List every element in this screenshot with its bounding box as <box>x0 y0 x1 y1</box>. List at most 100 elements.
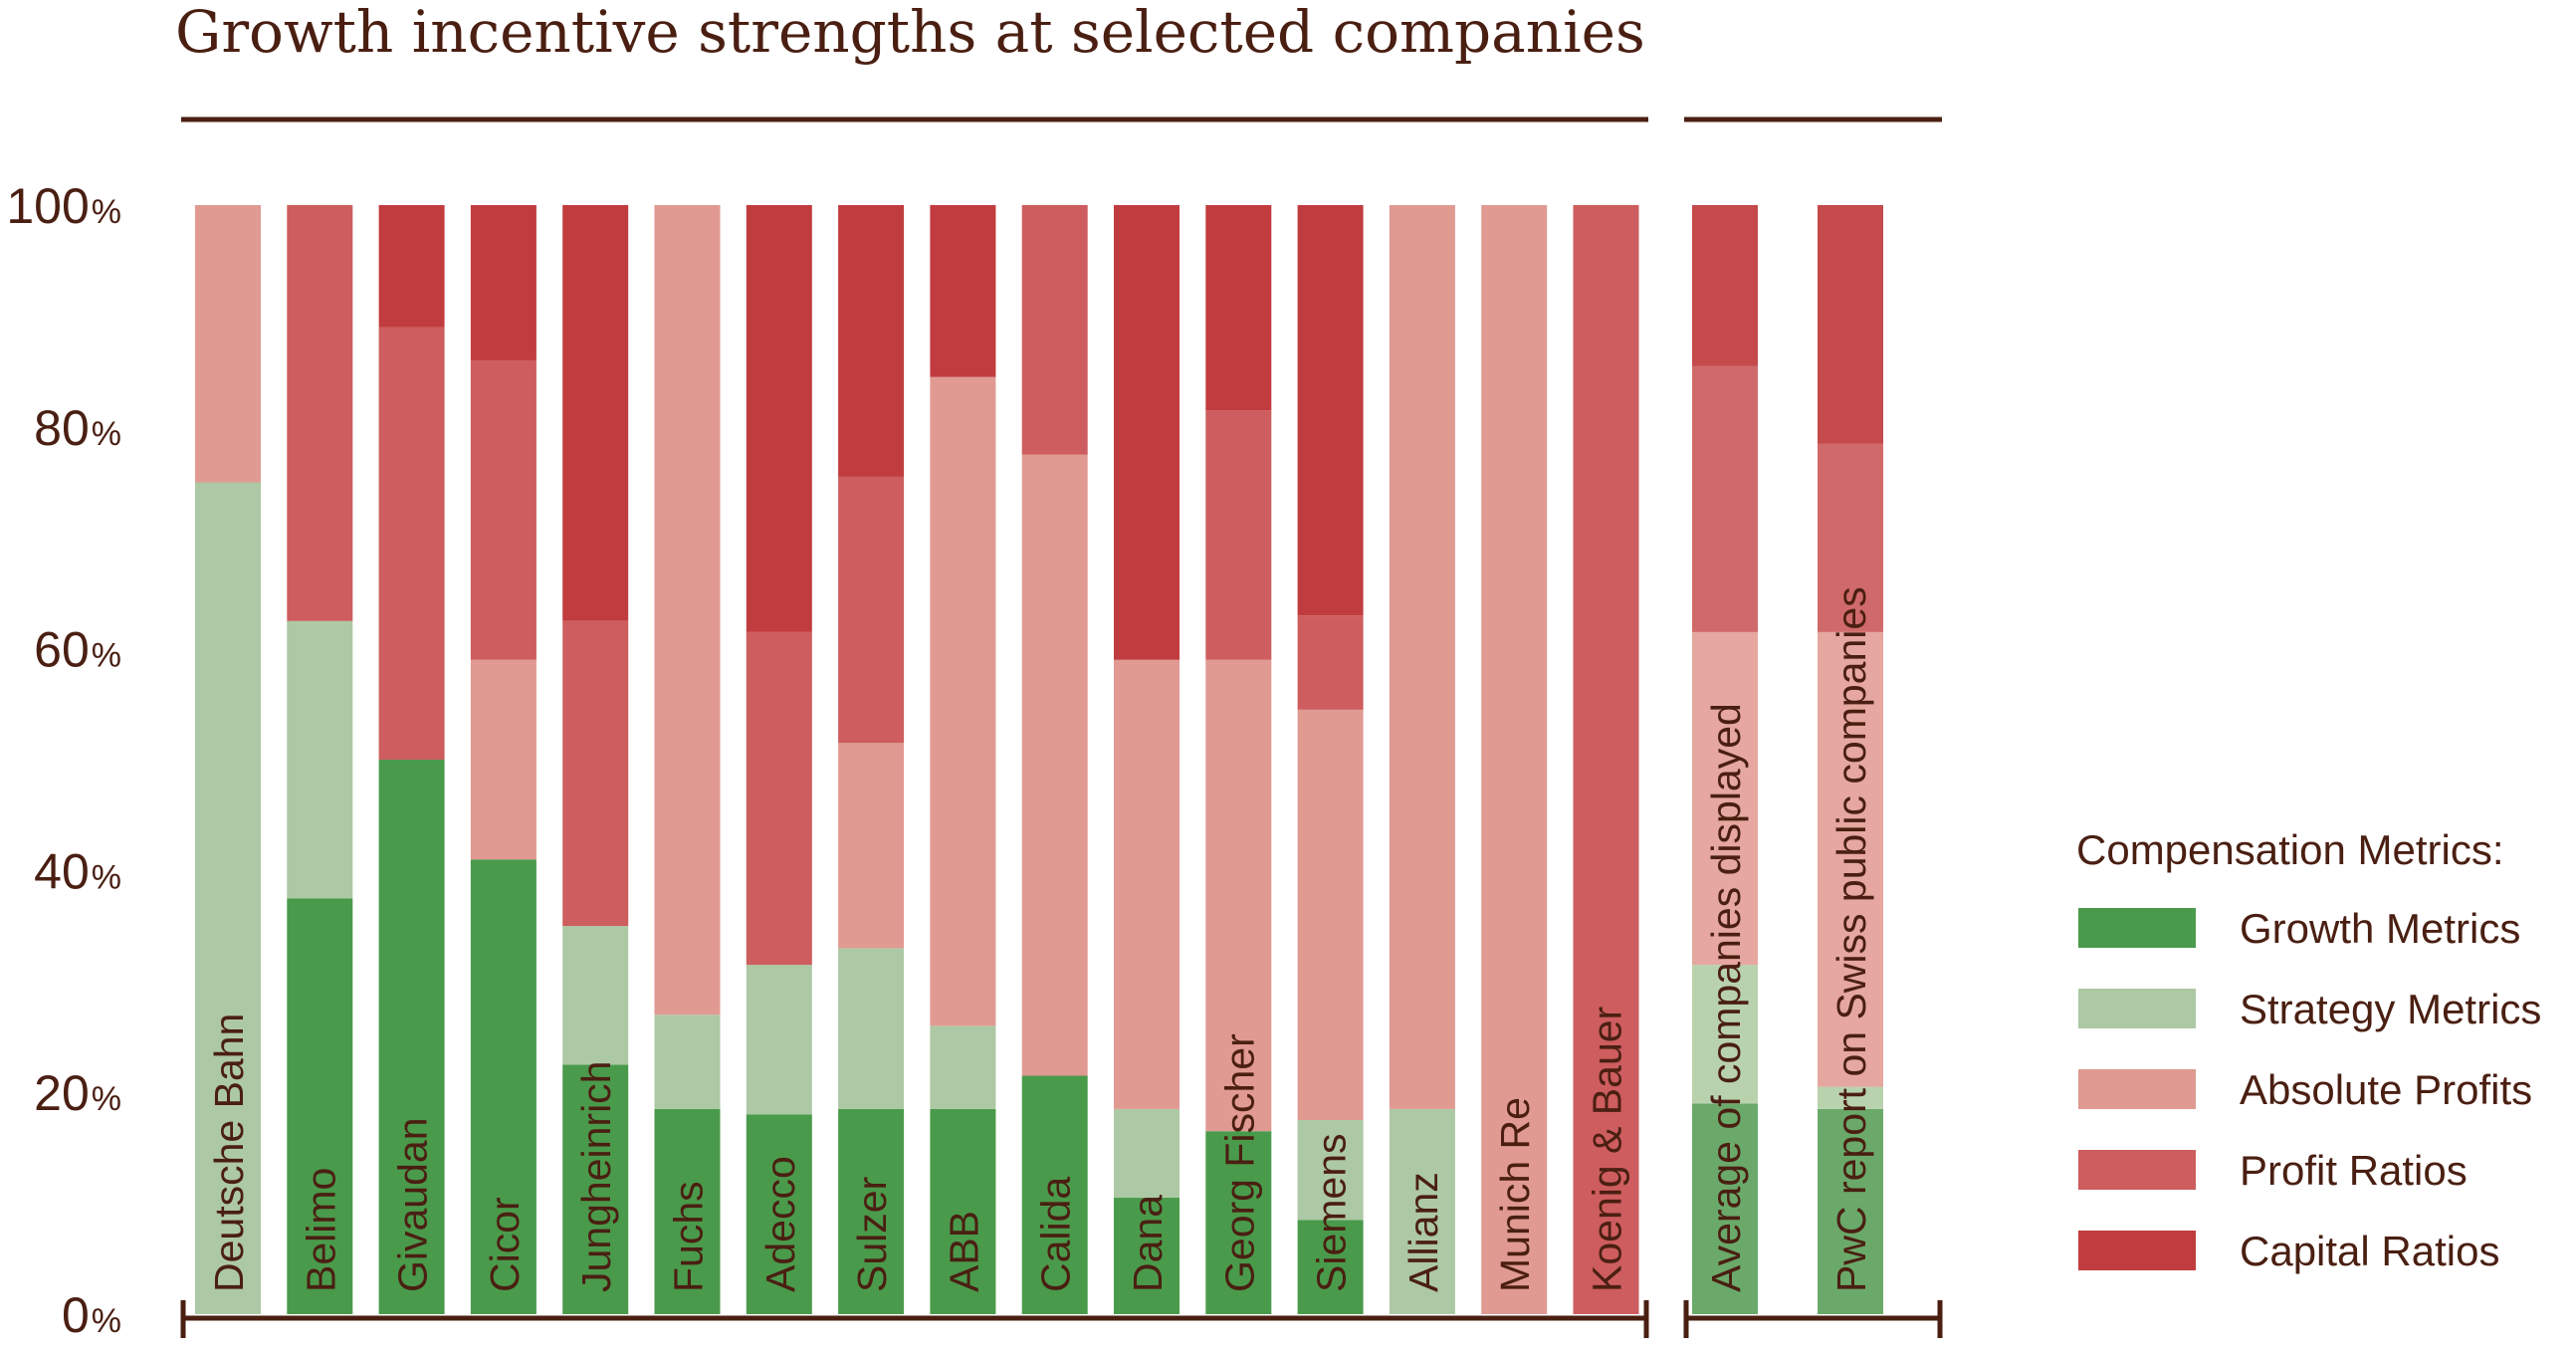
bar-segment-dana-growth-metrics <box>1114 1198 1180 1314</box>
bar-segment-georg-fischer-absolute-profits <box>1205 659 1272 1132</box>
bar-segment-average-of-companies-displayed-profit-ratios <box>1692 365 1758 632</box>
bar-sulzer <box>838 205 905 1314</box>
bar-cicor <box>470 205 537 1314</box>
bar-segment-sulzer-strategy-metrics <box>838 948 905 1109</box>
bar-segment-siemens-strategy-metrics <box>1297 1120 1364 1221</box>
bar-munich-re <box>1481 205 1548 1314</box>
bar-segment-jungheinrich-strategy-metrics <box>562 926 629 1065</box>
bar-adecco <box>746 205 812 1314</box>
bar-allianz <box>1389 205 1455 1314</box>
bar-segment-average-of-companies-displayed-growth-metrics <box>1692 1103 1758 1314</box>
legend-item-growth-metrics: Growth Metrics <box>2078 905 2520 952</box>
bar-calida <box>1021 205 1088 1314</box>
bar-segment-sulzer-absolute-profits <box>838 743 905 949</box>
bar-label-jungheinrich: Jungheinrich <box>573 1061 619 1293</box>
legend-swatch-absolute-profits <box>2078 1069 2196 1109</box>
bar-label-fuchs: Fuchs <box>666 1181 712 1292</box>
bar-segment-dana-strategy-metrics <box>1114 1108 1180 1199</box>
bar-segment-abb-strategy-metrics <box>930 1025 996 1109</box>
legend-label-absolute-profits: Absolute Profits <box>2240 1066 2532 1113</box>
bar-segment-average-of-companies-displayed-absolute-profits <box>1692 631 1758 966</box>
bar-segment-siemens-capital-ratios <box>1297 205 1364 616</box>
bar-segment-pwc-report-on-swiss-public-companies-capital-ratios <box>1818 205 1883 444</box>
bar-segment-deutsche-bahn-strategy-metrics <box>195 482 261 1314</box>
bar-segment-georg-fischer-growth-metrics <box>1205 1131 1272 1314</box>
legend-swatch-growth-metrics <box>2078 908 2196 948</box>
bar-koenig-and-bauer <box>1573 205 1639 1314</box>
bar-segment-pwc-report-on-swiss-public-companies-growth-metrics <box>1818 1108 1883 1314</box>
bar-segment-siemens-profit-ratios <box>1297 615 1364 710</box>
bar-abb <box>930 205 996 1314</box>
legend-item-absolute-profits: Absolute Profits <box>2078 1066 2532 1113</box>
bar-segment-belimo-growth-metrics <box>287 898 353 1314</box>
bar-segment-abb-growth-metrics <box>930 1108 996 1314</box>
bar-segment-siemens-absolute-profits <box>1297 709 1364 1121</box>
bar-segment-georg-fischer-capital-ratios <box>1205 205 1272 411</box>
bar-label-cicor: Cicor <box>482 1197 528 1292</box>
legend-label-growth-metrics: Growth Metrics <box>2240 905 2520 952</box>
bar-segment-cicor-absolute-profits <box>470 659 537 860</box>
bar-segment-givaudan-capital-ratios <box>378 205 445 328</box>
bar-label-adecco: Adecco <box>757 1156 803 1292</box>
bar-georg-fischer <box>1205 205 1272 1314</box>
bar-segment-cicor-growth-metrics <box>470 859 537 1314</box>
bar-segment-munich-re-absolute-profits <box>1481 205 1548 1314</box>
bar-label-deutsche-bahn: Deutsche Bahn <box>206 1014 252 1292</box>
bar-segment-cicor-capital-ratios <box>470 205 537 360</box>
bar-label-belimo: Belimo <box>298 1168 343 1292</box>
bar-segment-dana-capital-ratios <box>1114 205 1180 660</box>
bar-segment-fuchs-strategy-metrics <box>654 1015 721 1109</box>
bar-segment-fuchs-absolute-profits <box>654 205 721 1015</box>
legend-item-profit-ratios: Profit Ratios <box>2078 1147 2468 1194</box>
bar-segment-adecco-profit-ratios <box>746 631 812 966</box>
bar-segment-sulzer-capital-ratios <box>838 205 905 477</box>
bar-segment-belimo-profit-ratios <box>287 205 353 621</box>
bar-segment-jungheinrich-growth-metrics <box>562 1064 629 1314</box>
bar-segment-givaudan-growth-metrics <box>378 760 445 1314</box>
bar-segment-koenig-and-bauer-profit-ratios <box>1573 205 1639 1314</box>
legend-swatch-capital-ratios <box>2078 1231 2196 1270</box>
bar-segment-sulzer-growth-metrics <box>838 1108 905 1314</box>
bar-label-allianz: Allianz <box>1400 1172 1446 1292</box>
bar-deutsche-bahn <box>195 205 261 1314</box>
bar-segment-givaudan-profit-ratios <box>378 327 445 760</box>
bar-segment-pwc-report-on-swiss-public-companies-profit-ratios <box>1818 443 1883 632</box>
bar-label-munich-re: Munich Re <box>1492 1097 1538 1292</box>
bar-average-of-companies-displayed <box>1692 205 1758 1314</box>
y-tick-label-60: 60% <box>34 622 121 678</box>
y-tick-label-0: 0% <box>62 1287 121 1343</box>
bars <box>195 205 1883 1314</box>
bar-siemens <box>1297 205 1364 1314</box>
bar-fuchs <box>654 205 721 1314</box>
bar-segment-cicor-profit-ratios <box>470 359 537 660</box>
bar-segment-allianz-absolute-profits <box>1389 205 1455 1109</box>
bar-label-calida: Calida <box>1033 1177 1079 1292</box>
bar-segment-average-of-companies-displayed-capital-ratios <box>1692 205 1758 366</box>
bar-label-abb: ABB <box>941 1211 986 1292</box>
bar-labels: Deutsche Bahn Belimo Givaudan Cicor Junghein… <box>206 586 1874 1292</box>
legend-item-capital-ratios: Capital Ratios <box>2078 1228 2499 1274</box>
bar-label-average-of-companies-displayed: Average of companies displayed <box>1703 703 1749 1292</box>
bar-segment-jungheinrich-capital-ratios <box>562 205 629 621</box>
bar-givaudan <box>378 205 445 1314</box>
bar-label-georg-fischer: Georg Fischer <box>1216 1033 1262 1292</box>
bar-segment-average-of-companies-displayed-strategy-metrics <box>1692 965 1758 1104</box>
bar-segment-georg-fischer-profit-ratios <box>1205 410 1272 660</box>
legend-title: Compensation Metrics: <box>2076 826 2504 873</box>
legend-label-strategy-metrics: Strategy Metrics <box>2240 986 2541 1032</box>
bar-segment-abb-capital-ratios <box>930 205 996 377</box>
bar-segment-adecco-strategy-metrics <box>746 965 812 1115</box>
legend-swatch-strategy-metrics <box>2078 989 2196 1028</box>
bar-label-siemens: Siemens <box>1309 1133 1355 1292</box>
x-axis <box>180 1300 1943 1338</box>
bar-label-pwc-report-on-swiss-public-companies: PwC report on Swiss public companies <box>1828 586 1874 1292</box>
bar-segment-belimo-strategy-metrics <box>287 620 353 899</box>
bar-segment-sulzer-profit-ratios <box>838 476 905 744</box>
chart-title: Growth incentive strengths at selected c… <box>175 0 1645 66</box>
bar-segment-calida-absolute-profits <box>1021 454 1088 1076</box>
bar-pwc-report-on-swiss-public-companies <box>1818 205 1883 1314</box>
bar-jungheinrich <box>562 205 629 1314</box>
bar-segment-allianz-strategy-metrics <box>1389 1108 1455 1314</box>
bar-label-givaudan: Givaudan <box>390 1117 436 1292</box>
